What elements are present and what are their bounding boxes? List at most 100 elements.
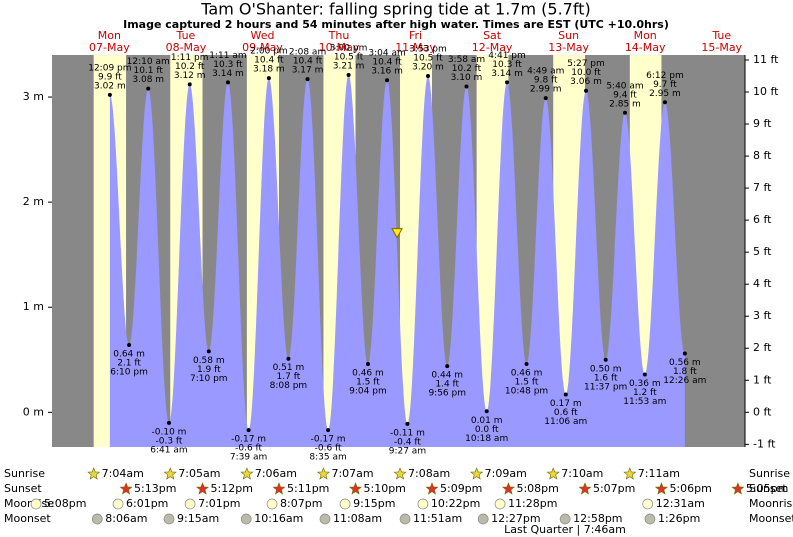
extreme-time: 6:10 pm <box>110 368 148 378</box>
day-label: Tue <box>176 29 196 42</box>
row-time: 7:04am <box>102 467 144 480</box>
moon-icon <box>642 498 654 510</box>
extreme-point <box>225 80 230 85</box>
y2-tick-label: 4 ft <box>753 277 772 290</box>
date-label: 10-May <box>319 41 360 54</box>
extreme-label: 10.0 ft <box>571 68 601 78</box>
extreme-point <box>642 372 647 377</box>
extreme-time: 7:39 am <box>230 453 267 463</box>
extreme-point <box>682 351 687 356</box>
moon-icon <box>184 498 196 510</box>
row-time: 7:08am <box>408 467 450 480</box>
extreme-label: 3.14 m <box>491 69 523 79</box>
moon-icon <box>91 513 103 525</box>
row-time: 7:01pm <box>198 497 240 510</box>
moon-icon <box>30 498 42 510</box>
row-label: Moonset <box>4 512 51 525</box>
extreme-point <box>505 80 510 85</box>
extreme-label: 10.4 ft <box>254 56 284 66</box>
y2-tick-label: 8 ft <box>753 149 772 162</box>
extreme-label: 3.10 m <box>451 73 483 83</box>
extreme-time: 3:00 pm <box>330 43 368 53</box>
row-time: 11:28pm <box>508 497 557 510</box>
extreme-point <box>405 421 410 426</box>
extreme-label: 10.5 ft <box>334 52 364 62</box>
extreme-time: 2:00 pm <box>250 47 288 57</box>
extreme-label: 0.36 m <box>629 379 661 389</box>
row-time: 10:16am <box>254 512 303 525</box>
current-level <box>391 228 403 239</box>
extreme-label: 0.58 m <box>193 356 225 366</box>
row-time: 7:11am <box>638 467 680 480</box>
extreme-label: 10.2 ft <box>175 62 205 72</box>
sun-icon <box>731 482 745 495</box>
day-label: Sat <box>483 29 502 42</box>
y2-tick-label: 10 ft <box>753 85 779 98</box>
extreme-time: 7:10 pm <box>190 374 228 384</box>
extreme-time: 6:41 am <box>150 445 187 455</box>
row-time: 11:08am <box>333 512 382 525</box>
row-time: 5:05pm <box>746 482 788 495</box>
row-time: 12:58pm <box>573 512 622 525</box>
extreme-label: -0.3 ft <box>155 436 182 446</box>
row-time: 8:07pm <box>280 497 322 510</box>
day-label: Fri <box>409 29 422 42</box>
tide-area <box>109 74 685 447</box>
date-label: 15-May <box>701 41 742 54</box>
extreme-point <box>385 78 390 83</box>
extreme-label: 1.8 ft <box>673 367 697 377</box>
sun-icon <box>317 467 330 480</box>
row-time: 8:06am <box>105 512 147 525</box>
night-band <box>737 55 745 447</box>
extreme-label: 3.20 m <box>412 63 444 73</box>
sun-icon <box>654 482 668 495</box>
row-time: 1:26pm <box>658 512 700 525</box>
extreme-time: 3:53 pm <box>409 45 447 55</box>
extreme-label: -0.4 ft <box>394 437 421 447</box>
extreme-time: 8:08 pm <box>270 381 308 391</box>
extreme-label: 9.7 ft <box>653 80 677 90</box>
extreme-point <box>425 74 430 79</box>
row-label: Moonrise <box>4 497 54 510</box>
row-label: Moonrise <box>749 497 793 510</box>
sun-icon <box>502 482 515 495</box>
sun-icon <box>349 482 362 495</box>
extreme-time: 8:35 am <box>309 453 346 463</box>
extreme-label: 1.5 ft <box>356 377 380 387</box>
extreme-point <box>346 72 351 77</box>
sun-icon <box>87 467 101 480</box>
extreme-label: 0.51 m <box>273 363 305 373</box>
extreme-time: 11:37 pm <box>584 382 627 392</box>
extreme-point <box>146 86 151 91</box>
y-tick-label: 0 m <box>23 405 44 418</box>
extreme-label: -0.11 m <box>390 428 425 438</box>
extreme-point <box>107 92 112 97</box>
extreme-time: 4:41 pm <box>488 51 526 61</box>
moon-icon <box>494 498 506 510</box>
extreme-label: 9.9 ft <box>98 72 122 82</box>
extreme-point <box>166 420 171 425</box>
extreme-label: 3.12 m <box>174 71 206 81</box>
row-time: 7:05am <box>178 467 220 480</box>
extreme-point <box>563 392 568 397</box>
row-label: Sunset <box>749 482 787 495</box>
extreme-time: 9:04 pm <box>349 386 387 396</box>
extreme-point <box>524 361 529 366</box>
row-label: Moonset <box>749 512 793 525</box>
extreme-label: 3.06 m <box>570 77 602 87</box>
sun-icon <box>196 482 209 495</box>
extreme-label: 10.4 ft <box>372 58 402 68</box>
extreme-label: 3.08 m <box>132 75 164 85</box>
date-label: 08-May <box>166 41 207 54</box>
extreme-point <box>246 428 251 433</box>
moon-icon <box>240 513 252 525</box>
date-label: 12-May <box>472 41 513 54</box>
date-label: 13-May <box>548 41 589 54</box>
row-label: Sunset <box>4 482 42 495</box>
extreme-label: -0.6 ft <box>315 444 342 454</box>
extreme-time: 11:53 am <box>623 397 666 407</box>
extreme-point <box>266 76 271 81</box>
extreme-point <box>484 409 489 414</box>
extreme-time: 4:49 am <box>527 67 564 77</box>
